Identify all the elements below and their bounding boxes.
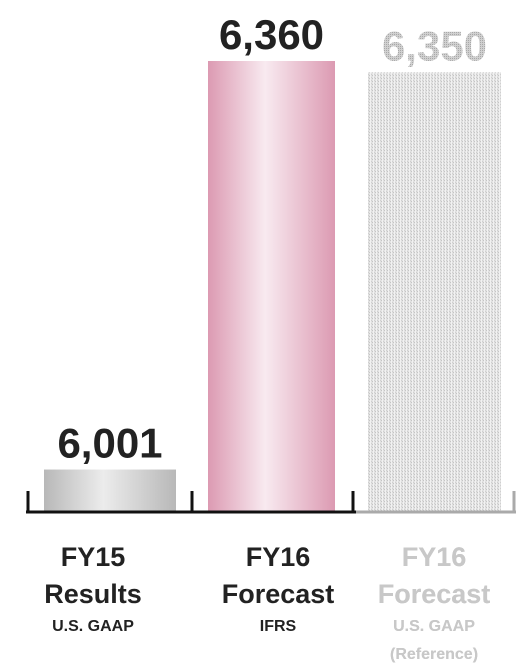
category-label-3-line2: Forecast [377,579,491,609]
value-label-1: 6,001 [57,420,162,467]
category-label-3-line1: FY16 [401,542,467,572]
bar-1 [44,469,176,512]
category-label-1-line1: FY15 [60,542,126,572]
value-label-2: 6,360 [219,11,324,58]
bar-3 [368,72,501,512]
category-label-2-line1: FY16 [245,542,311,572]
category-label-1-line2: Results [44,579,142,609]
category-label-1-line3: U.S. GAAP [52,618,134,635]
category-label-3-line3: U.S. GAAP [393,618,475,635]
category-label-3-line4: (Reference) [389,646,479,663]
category-label-2-line2: Forecast [221,579,335,609]
category-label-2-line3: IFRS [259,618,297,635]
bar-2 [208,61,335,512]
value-label-3: 6,350 [382,22,487,69]
